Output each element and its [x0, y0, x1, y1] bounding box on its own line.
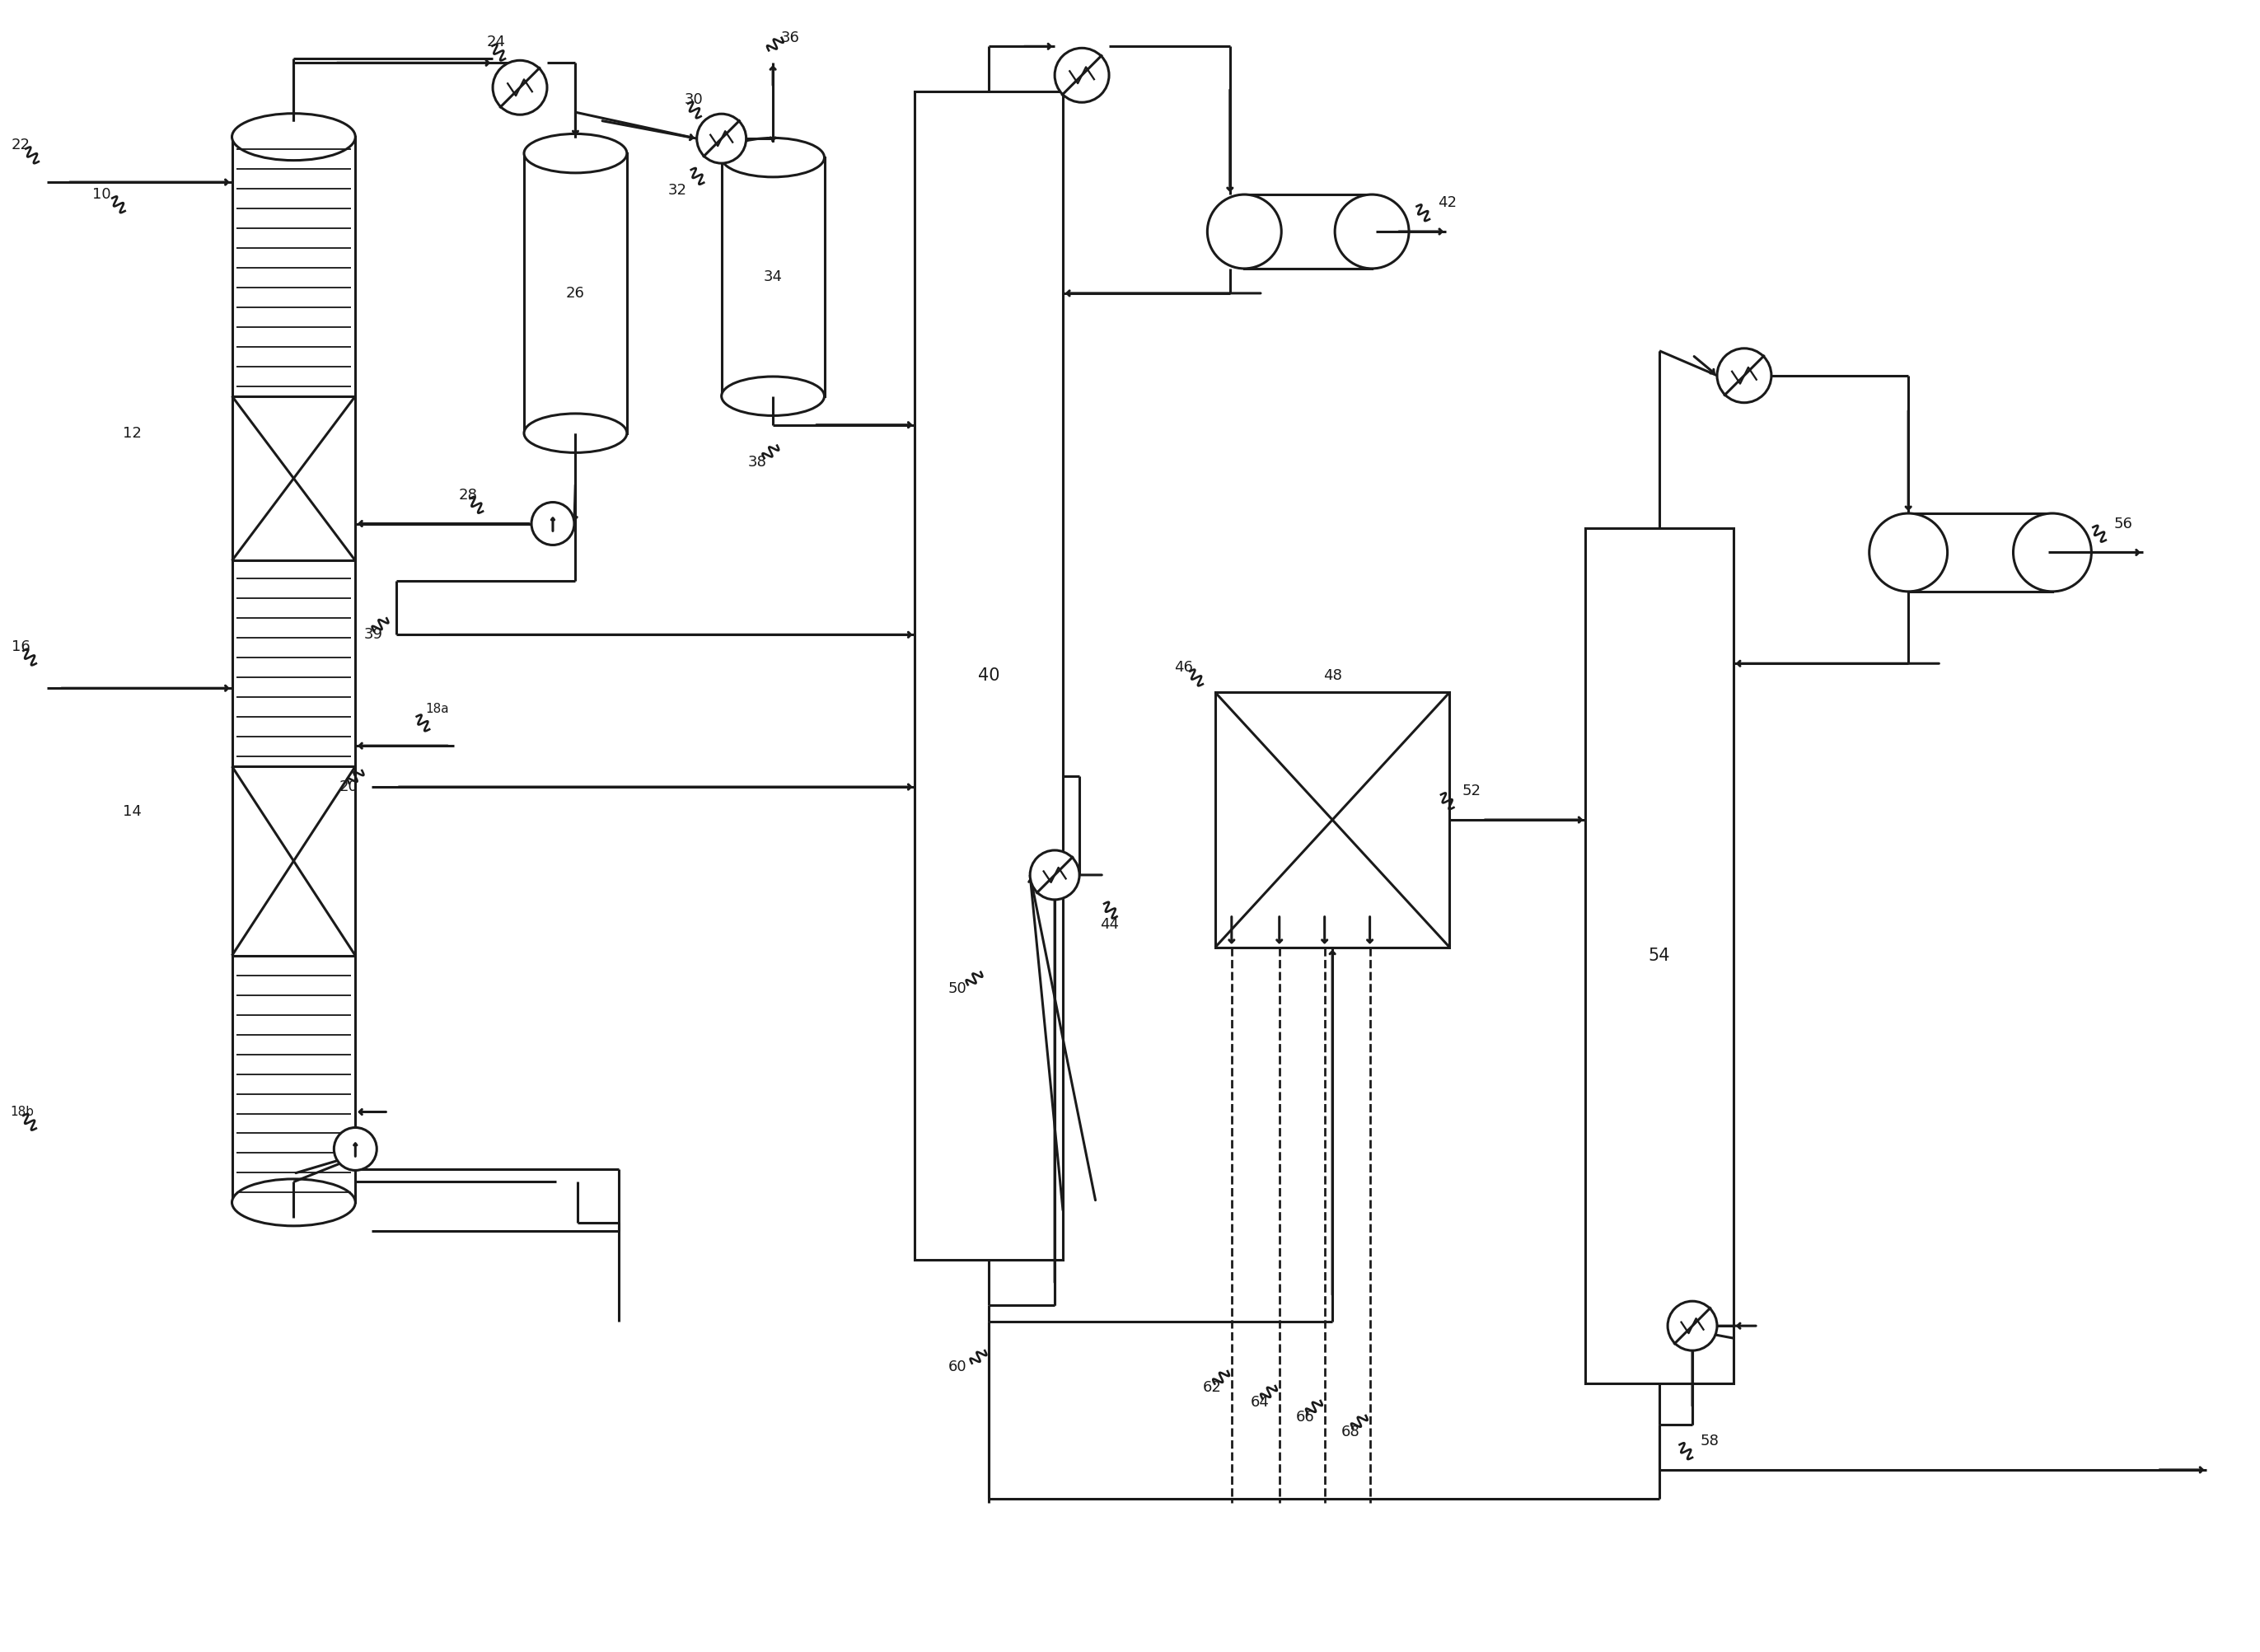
- Circle shape: [1718, 349, 1772, 403]
- Text: 18a: 18a: [425, 702, 450, 715]
- Text: 68: 68: [1340, 1424, 1361, 1439]
- Bar: [524, 154, 626, 433]
- Text: 62: 62: [1202, 1379, 1223, 1394]
- Bar: [233, 396, 355, 560]
- Text: 30: 30: [685, 93, 703, 107]
- Bar: [233, 767, 355, 955]
- Circle shape: [334, 1128, 377, 1170]
- Circle shape: [531, 502, 574, 545]
- Ellipse shape: [721, 377, 825, 416]
- Text: 34: 34: [764, 269, 782, 284]
- Text: 66: 66: [1295, 1409, 1315, 1424]
- Text: 44: 44: [1101, 917, 1119, 932]
- Ellipse shape: [721, 137, 825, 177]
- Text: 38: 38: [748, 454, 766, 469]
- Text: 20: 20: [339, 780, 357, 795]
- Text: 40: 40: [979, 667, 999, 684]
- Text: 60: 60: [947, 1360, 967, 1374]
- Ellipse shape: [524, 134, 626, 173]
- Bar: [1907, 514, 2052, 591]
- Circle shape: [1031, 851, 1080, 900]
- Text: 48: 48: [1322, 669, 1342, 684]
- Ellipse shape: [2014, 514, 2090, 591]
- Text: 10: 10: [93, 187, 111, 202]
- Text: 64: 64: [1250, 1394, 1270, 1409]
- Bar: [721, 157, 825, 396]
- Bar: [1245, 195, 1372, 269]
- Text: 26: 26: [565, 286, 585, 301]
- Text: 36: 36: [782, 31, 800, 46]
- Circle shape: [1668, 1302, 1718, 1351]
- Text: 58: 58: [1700, 1434, 1720, 1449]
- Text: 54: 54: [1648, 947, 1670, 963]
- Text: 39: 39: [364, 628, 382, 643]
- Circle shape: [493, 61, 547, 114]
- Text: 22: 22: [11, 137, 29, 152]
- Ellipse shape: [233, 114, 355, 160]
- Text: 50: 50: [947, 981, 967, 996]
- Ellipse shape: [233, 1180, 355, 1226]
- Text: 52: 52: [1462, 783, 1480, 798]
- Text: 56: 56: [2113, 515, 2133, 530]
- Ellipse shape: [1336, 195, 1408, 269]
- Ellipse shape: [524, 413, 626, 453]
- Bar: [1587, 527, 1733, 1383]
- Text: 46: 46: [1173, 661, 1193, 676]
- Text: 14: 14: [122, 805, 142, 819]
- Text: 18b: 18b: [9, 1105, 34, 1118]
- Text: 16: 16: [11, 639, 29, 654]
- Circle shape: [696, 114, 746, 164]
- Text: 42: 42: [1437, 195, 1458, 210]
- Text: 32: 32: [669, 183, 687, 198]
- Bar: [1216, 692, 1449, 947]
- Bar: [915, 91, 1062, 1260]
- Bar: [233, 137, 355, 1203]
- Text: 12: 12: [122, 426, 142, 441]
- Circle shape: [1055, 48, 1110, 102]
- Ellipse shape: [1869, 514, 1948, 591]
- Ellipse shape: [1207, 195, 1281, 269]
- Text: 28: 28: [459, 487, 477, 502]
- Text: 24: 24: [486, 35, 506, 50]
